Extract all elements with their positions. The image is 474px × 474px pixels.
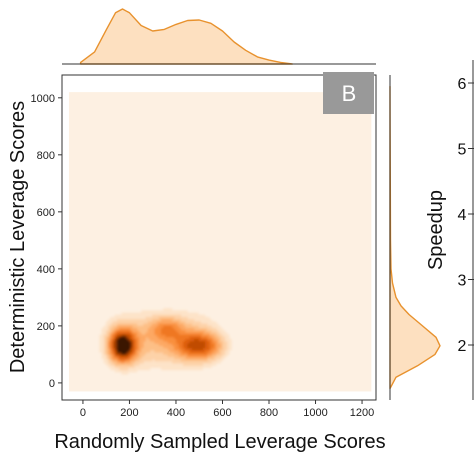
contour-level-6 — [110, 325, 215, 362]
contour-level-10 — [117, 336, 131, 355]
x-tick-label: 400 — [167, 407, 185, 419]
y-axis-label: Deterministic Leverage Scores — [7, 101, 29, 373]
panel-label-box — [323, 72, 374, 114]
panel-label: B — [342, 81, 357, 106]
x-axis-ticks: 0 200 400 600 800 1000 1200 — [80, 400, 374, 419]
speedup-tick-label: 2 — [458, 338, 467, 355]
speedup-tick-label: 3 — [458, 273, 467, 290]
x-tick-label: 1000 — [303, 407, 327, 419]
speedup-tick-label: 6 — [458, 76, 467, 93]
y-tick-label: 0 — [49, 378, 55, 390]
speedup-axis-label: Speedup — [425, 190, 447, 270]
x-tick-label: 0 — [80, 407, 86, 419]
speedup-tick-label: 5 — [458, 142, 467, 159]
y-axis-ticks: 0 200 400 600 800 1000 — [31, 93, 62, 390]
neighbor-speedup-axis: 2 3 4 5 6 Speedup — [425, 60, 474, 400]
x-axis-label: Randomly Sampled Leverage Scores — [54, 431, 385, 453]
x-tick-label: 600 — [213, 407, 231, 419]
y-tick-label: 600 — [37, 207, 55, 219]
contour-fill-10 — [117, 336, 131, 355]
marginal-x-axes — [62, 8, 376, 65]
contour-fill-7 — [112, 332, 210, 360]
y-tick-label: 800 — [37, 150, 55, 162]
x-tick-label: 1200 — [350, 407, 374, 419]
speedup-ticks: 2 3 4 5 6 — [458, 60, 474, 400]
x-tick-label: 800 — [260, 407, 278, 419]
contour-level-7 — [112, 332, 210, 360]
y-tick-label: 400 — [37, 264, 55, 276]
contour-fill-6 — [110, 325, 215, 362]
y-tick-label: 1000 — [31, 93, 55, 105]
speedup-tick-label: 4 — [458, 207, 467, 224]
marginal-y-axes — [389, 75, 441, 400]
x-tick-label: 200 — [120, 407, 138, 419]
joint-axes: 0 200 400 600 800 1000 1200 02004006008001000 … — [7, 72, 386, 453]
density-contours — [99, 308, 232, 375]
y-tick-label: 200 — [37, 321, 55, 333]
marginal-x-density — [79, 8, 293, 65]
joint-axes-border — [61, 74, 377, 401]
